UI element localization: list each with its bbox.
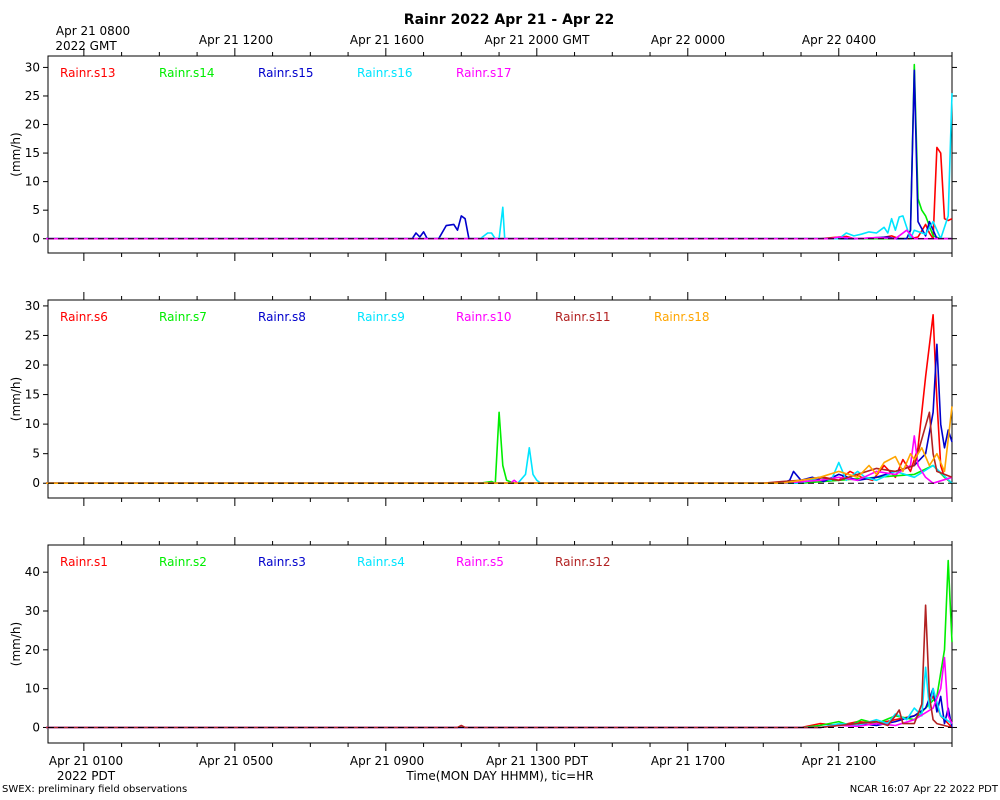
legend-entry: Rainr.s1 <box>60 555 108 569</box>
series-line-rainr-s18 <box>46 406 953 485</box>
top-axis-tick-label: Apr 21 2000 GMT <box>485 33 591 47</box>
bottom-time-axis-labels: Apr 21 0100 2022 PDT Apr 21 0500 Apr 21 … <box>49 754 876 783</box>
chart-panel-1: 0 5 10 15 20 25 30 (mm/h) Rainr.s13 Rainr.s14 Rain… <box>9 48 957 261</box>
legend-entry: Rainr.s10 <box>456 310 512 324</box>
y-tick-label: 30 <box>25 604 40 618</box>
series-line-rainr-s2 <box>46 559 953 729</box>
y-tick-label: 0 <box>32 476 40 490</box>
plot-frame <box>47 544 953 744</box>
plot-frame <box>47 55 953 254</box>
y-axis-label: (mm/h) <box>9 622 23 666</box>
top-axis-tick-label: Apr 22 0400 <box>802 33 876 47</box>
y-tick-label: 40 <box>25 565 40 579</box>
top-axis-tick-label: Apr 21 1200 <box>199 33 273 47</box>
y-tick-label: 10 <box>25 682 40 696</box>
y-tick-label: 5 <box>32 203 40 217</box>
y-tick-label: 15 <box>25 146 40 160</box>
y-tick-label: 15 <box>25 388 40 402</box>
legend-entry: Rainr.s5 <box>456 555 504 569</box>
y-axis-label: (mm/h) <box>9 377 23 421</box>
legend-entry: Rainr.s4 <box>357 555 405 569</box>
series-line-rainr-s3 <box>46 687 953 729</box>
top-axis-tick-label-line2: 2022 GMT <box>55 39 117 53</box>
y-tick-label: 20 <box>25 358 40 372</box>
legend-entry: Rainr.s2 <box>159 555 207 569</box>
series-line-rainr-s16 <box>46 93 953 240</box>
bottom-axis-tick-label: Apr 21 0100 <box>49 754 123 768</box>
legend-entry: Rainr.s12 <box>555 555 611 569</box>
y-tick-label: 20 <box>25 118 40 132</box>
bottom-axis-tick-label: Apr 21 1300 PDT <box>486 754 588 768</box>
y-tick-label: 0 <box>32 720 40 734</box>
top-axis-tick-label: Apr 21 1600 <box>350 33 424 47</box>
footer-right-note: NCAR 16:07 Apr 22 2022 PDT <box>850 784 999 795</box>
series-line-rainr-s13 <box>46 146 953 240</box>
bottom-axis-tick-label: Apr 21 0900 <box>350 754 424 768</box>
legend-entry: Rainr.s13 <box>60 66 116 80</box>
legend-entry: Rainr.s8 <box>258 310 306 324</box>
y-tick-label: 30 <box>25 299 40 313</box>
legend-entry: Rainr.s17 <box>456 66 512 80</box>
series-line-rainr-s6 <box>46 313 953 485</box>
bottom-axis-tick-label: Apr 21 0500 <box>199 754 273 768</box>
series-line-rainr-s5 <box>46 656 953 729</box>
series-line-rainr-s12 <box>46 604 953 729</box>
x-axis-label: Time(MON DAY HHMM), tic=HR <box>405 769 593 783</box>
legend-entry: Rainr.s3 <box>258 555 306 569</box>
legend-entry: Rainr.s11 <box>555 310 611 324</box>
top-axis-tick-label: Apr 22 0000 <box>651 33 725 47</box>
legend-entry: Rainr.s6 <box>60 310 108 324</box>
series-line-rainr-s4 <box>46 666 953 729</box>
chart-title: Rainr 2022 Apr 21 - Apr 22 <box>404 12 614 28</box>
legend-entry: Rainr.s7 <box>159 310 207 324</box>
chart-panel-2: 0 5 10 15 20 25 30 (mm/h) Rainr.s6 Rainr.s7 Rainr.… <box>9 292 957 506</box>
series-line-rainr-s7 <box>46 411 953 485</box>
series-line-rainr-s10 <box>46 435 953 485</box>
bottom-axis-tick-label-line2: 2022 PDT <box>57 769 116 783</box>
legend-entry: Rainr.s15 <box>258 66 314 80</box>
top-time-axis-labels: Apr 21 0800 2022 GMT Apr 21 1200 Apr 21 … <box>55 24 876 53</box>
legend-entry: Rainr.s18 <box>654 310 710 324</box>
legend-entry: Rainr.s14 <box>159 66 215 80</box>
bottom-axis-tick-label: Apr 21 1700 <box>651 754 725 768</box>
plot-frame <box>47 299 953 499</box>
y-tick-label: 0 <box>32 232 40 246</box>
top-axis-tick-label: Apr 21 0800 <box>56 24 130 38</box>
series-line-rainr-s15 <box>46 69 952 240</box>
y-tick-label: 10 <box>25 175 40 189</box>
legend-entry: Rainr.s16 <box>357 66 413 80</box>
y-tick-label: 25 <box>25 328 40 342</box>
y-tick-label: 10 <box>25 417 40 431</box>
series-line-rainr-s1 <box>46 695 953 729</box>
y-tick-label: 25 <box>25 89 40 103</box>
y-axis-label: (mm/h) <box>9 132 23 176</box>
y-tick-label: 30 <box>25 60 40 74</box>
series-line-rainr-s11 <box>46 411 953 485</box>
footer-left-note: SWEX: preliminary field observations <box>2 784 187 795</box>
series-line-rainr-s8 <box>46 343 953 485</box>
bottom-axis-tick-label: Apr 21 2100 <box>802 754 876 768</box>
y-tick-label: 5 <box>32 447 40 461</box>
y-tick-label: 20 <box>25 643 40 657</box>
series-line-rainr-s14 <box>46 63 952 240</box>
legend-entry: Rainr.s9 <box>357 310 405 324</box>
chart-panel-3: 0 10 20 30 40 (mm/h) Rainr.s1 Rainr.s2 Rainr.s3 R… <box>9 537 957 751</box>
